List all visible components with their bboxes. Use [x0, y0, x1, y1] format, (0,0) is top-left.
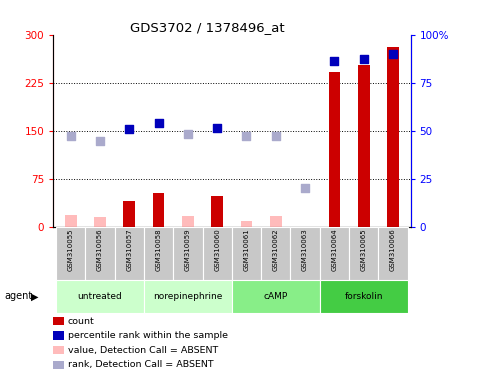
Text: GSM310060: GSM310060 [214, 229, 220, 271]
Bar [56, 227, 85, 280]
Text: norepinephrine: norepinephrine [153, 292, 223, 301]
Point [67, 133, 74, 139]
Bar [232, 280, 320, 313]
Bar [270, 216, 282, 227]
Text: GSM310064: GSM310064 [331, 229, 338, 271]
Text: agent: agent [5, 291, 33, 301]
Bar [387, 47, 399, 227]
Bar [349, 227, 378, 280]
Text: cAMP: cAMP [264, 292, 288, 301]
Bar [153, 193, 164, 227]
Text: GSM310056: GSM310056 [97, 229, 103, 271]
Point [360, 56, 368, 62]
Point [301, 185, 309, 191]
Point [155, 120, 162, 126]
Text: rank, Detection Call = ABSENT: rank, Detection Call = ABSENT [68, 360, 213, 369]
Bar [124, 201, 135, 227]
Point [184, 131, 192, 137]
Point [389, 51, 397, 58]
Point [213, 125, 221, 131]
Text: untreated: untreated [78, 292, 122, 301]
Point [96, 138, 104, 144]
Text: GSM310062: GSM310062 [273, 229, 279, 271]
Bar [173, 227, 202, 280]
Point [242, 133, 250, 139]
Text: GSM310063: GSM310063 [302, 229, 308, 271]
Bar [320, 227, 349, 280]
Bar [328, 72, 340, 227]
Text: GSM310065: GSM310065 [361, 229, 367, 271]
Point [330, 58, 338, 65]
Bar [94, 217, 106, 227]
Text: GSM310066: GSM310066 [390, 229, 396, 271]
Text: ▶: ▶ [31, 291, 39, 301]
Bar [212, 196, 223, 227]
Text: count: count [68, 316, 94, 326]
Bar [144, 280, 232, 313]
Bar [114, 227, 144, 280]
Point [126, 126, 133, 132]
Bar [290, 227, 320, 280]
Bar [202, 227, 232, 280]
Bar [144, 227, 173, 280]
Text: forskolin: forskolin [344, 292, 383, 301]
Text: GSM310061: GSM310061 [243, 229, 250, 271]
Bar [65, 215, 77, 227]
Text: GSM310059: GSM310059 [185, 229, 191, 271]
Bar [85, 227, 114, 280]
Text: GSM310055: GSM310055 [68, 229, 74, 271]
Text: GSM310058: GSM310058 [156, 229, 162, 271]
Bar [56, 280, 144, 313]
Bar [261, 227, 290, 280]
Text: GDS3702 / 1378496_at: GDS3702 / 1378496_at [130, 21, 285, 34]
Bar [241, 221, 252, 227]
Point [272, 133, 280, 139]
Bar [232, 227, 261, 280]
Bar [378, 227, 408, 280]
Text: GSM310057: GSM310057 [126, 229, 132, 271]
Bar [182, 216, 194, 227]
Bar [320, 280, 408, 313]
Text: value, Detection Call = ABSENT: value, Detection Call = ABSENT [68, 346, 218, 355]
Bar [358, 65, 369, 227]
Text: percentile rank within the sample: percentile rank within the sample [68, 331, 227, 340]
